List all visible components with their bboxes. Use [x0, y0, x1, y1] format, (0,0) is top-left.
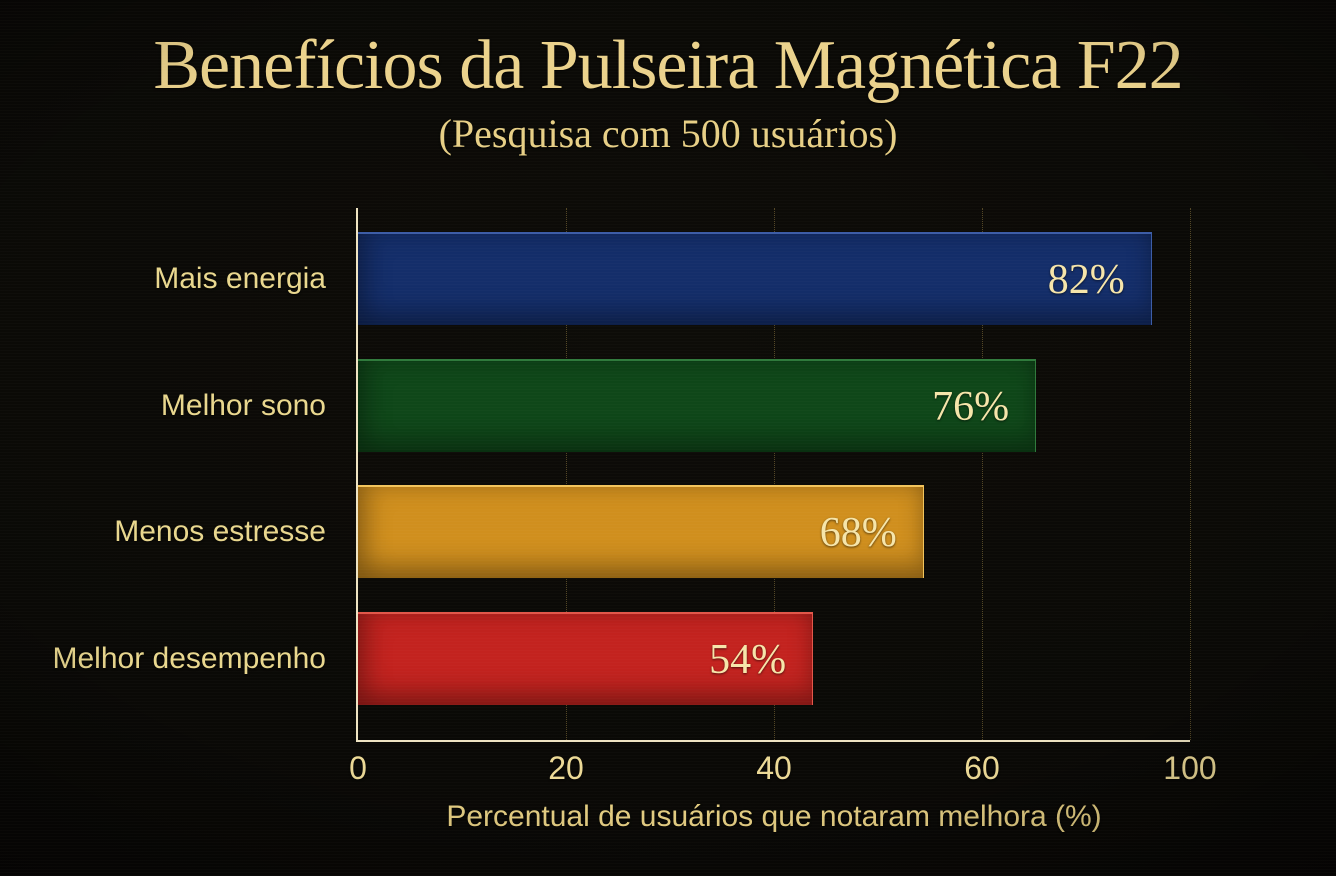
bar-value-label: 82%	[1047, 256, 1125, 303]
x-axis-ticks: 0 20 40 60 100	[349, 750, 1217, 790]
bar-menos-estresse: 68%	[358, 485, 924, 578]
x-tick-60: 60	[964, 750, 1000, 786]
bar-value-label: 76%	[932, 383, 1010, 430]
bar-melhor-sono: 76%	[358, 359, 1037, 452]
category-label-melhor-sono: Melhor sono	[160, 389, 326, 422]
x-tick-0: 0	[349, 750, 367, 786]
bar-mais-energia: 82%	[358, 232, 1152, 325]
x-axis-spine	[356, 740, 1190, 742]
category-axis: Mais energia Melhor sono Menos estresse …	[20, 208, 332, 740]
x-tick-20: 20	[548, 750, 584, 786]
chart-title: Benefícios da Pulseira Magnética F22	[153, 27, 1183, 104]
x-tick-40: 40	[756, 750, 792, 786]
bar-value-label: 68%	[819, 509, 897, 556]
chart-subtitle: (Pesquisa com 500 usuários)	[438, 111, 898, 156]
x-axis-title: Percentual de usuários que notaram melho…	[446, 800, 1102, 833]
category-label-mais-energia: Mais energia	[154, 262, 326, 295]
x-tick-100: 100	[1163, 750, 1217, 786]
plot-area: 82% 76% 68% 54%	[356, 208, 1191, 742]
bar-value-label: 54%	[709, 636, 787, 683]
category-label-melhor-desempenho: Melhor desempenho	[52, 642, 326, 675]
gridline-100	[1190, 208, 1191, 740]
category-label-menos-estresse: Menos estresse	[114, 515, 326, 548]
bar-melhor-desempenho: 54%	[358, 612, 814, 705]
